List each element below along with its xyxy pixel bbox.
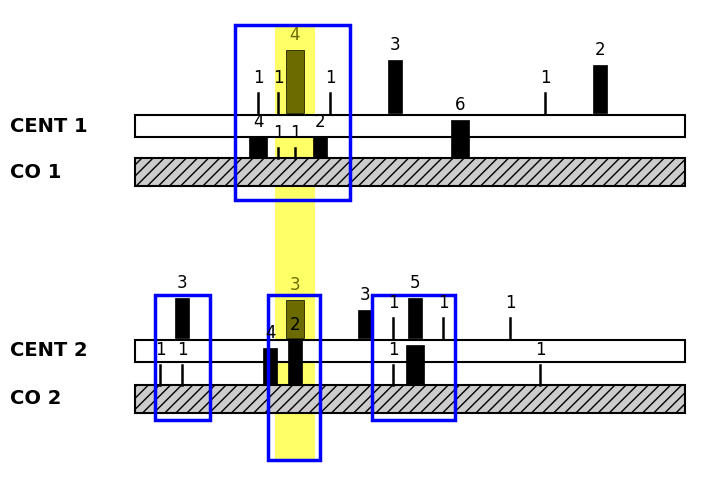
Bar xyxy=(288,340,302,385)
Text: CENT 2: CENT 2 xyxy=(10,342,88,361)
Text: CENT 1: CENT 1 xyxy=(10,117,88,135)
Bar xyxy=(275,25,315,460)
Bar xyxy=(175,298,189,338)
Text: 1: 1 xyxy=(325,69,336,87)
Text: 3: 3 xyxy=(289,276,300,294)
Text: 1: 1 xyxy=(253,69,264,87)
Text: 1: 1 xyxy=(387,294,398,312)
Text: 1: 1 xyxy=(535,341,545,359)
Text: 3: 3 xyxy=(360,286,370,304)
Text: 1: 1 xyxy=(540,69,550,87)
Text: 6: 6 xyxy=(410,321,420,339)
Text: 2: 2 xyxy=(289,316,300,334)
Bar xyxy=(286,300,304,338)
Bar xyxy=(408,298,422,338)
Text: 4: 4 xyxy=(265,324,275,342)
Text: 3: 3 xyxy=(390,36,400,54)
Bar xyxy=(388,60,402,113)
Text: 1: 1 xyxy=(387,341,398,359)
Bar xyxy=(235,25,350,200)
Bar xyxy=(135,385,685,413)
Bar xyxy=(313,137,327,158)
Bar xyxy=(155,295,210,420)
Text: 2: 2 xyxy=(595,41,606,59)
Bar xyxy=(406,345,424,385)
Text: 1: 1 xyxy=(273,124,283,142)
Bar xyxy=(358,310,372,338)
Text: CO 2: CO 2 xyxy=(10,389,61,409)
Bar xyxy=(135,158,685,186)
Text: 1: 1 xyxy=(289,124,300,142)
Text: 1: 1 xyxy=(176,341,187,359)
Text: 1: 1 xyxy=(155,341,166,359)
Bar xyxy=(286,50,304,113)
Bar xyxy=(249,137,267,158)
Text: 6: 6 xyxy=(455,96,465,114)
Text: 1: 1 xyxy=(505,294,516,312)
Text: 5: 5 xyxy=(410,274,420,292)
Text: CO 1: CO 1 xyxy=(10,163,61,182)
Bar xyxy=(263,348,277,385)
Bar xyxy=(593,65,607,113)
Bar xyxy=(372,295,455,420)
Bar xyxy=(451,120,469,158)
Bar xyxy=(135,115,685,137)
Text: 2: 2 xyxy=(315,113,325,131)
Text: 1: 1 xyxy=(273,69,283,87)
Text: 1: 1 xyxy=(438,294,449,312)
Bar xyxy=(135,340,685,362)
Text: 4: 4 xyxy=(289,26,300,44)
Text: 3: 3 xyxy=(176,274,187,292)
Bar xyxy=(268,295,320,460)
Text: 4: 4 xyxy=(253,113,264,131)
